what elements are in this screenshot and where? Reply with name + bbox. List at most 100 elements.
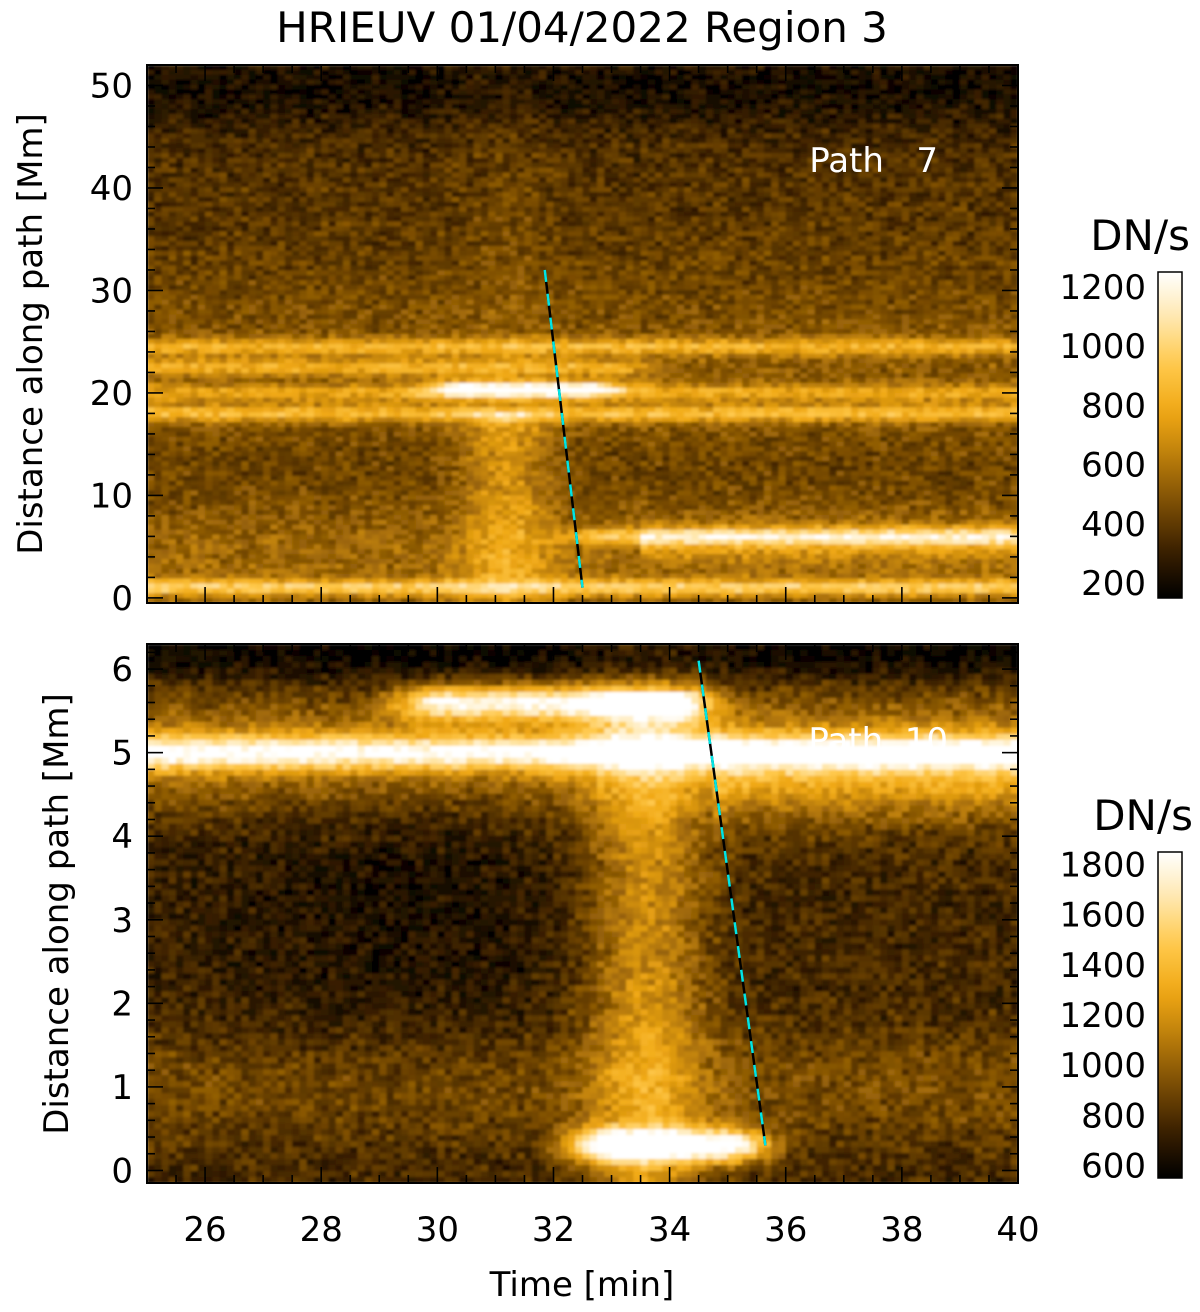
heatmap-cell <box>785 167 794 174</box>
heatmap-cell <box>176 182 184 188</box>
heatmap-cell <box>190 260 199 267</box>
heatmap-cell <box>480 177 489 183</box>
heatmap-cell <box>154 74 163 81</box>
heatmap-cell <box>255 74 264 81</box>
heatmap-cell <box>531 177 540 183</box>
heatmap-cell <box>401 182 409 188</box>
heatmap-cell <box>190 167 199 174</box>
heatmap-cell <box>952 162 961 169</box>
heatmap-cell <box>894 211 903 218</box>
heatmap-cell <box>437 236 446 242</box>
heatmap-cell <box>734 197 743 203</box>
heatmap-cell <box>669 245 678 252</box>
heatmap-cell <box>241 79 250 86</box>
heatmap-cell <box>451 94 460 100</box>
heatmap-cell <box>466 226 475 232</box>
heatmap-cell <box>916 143 925 149</box>
heatmap-cell <box>597 245 605 252</box>
heatmap-cell <box>205 236 213 242</box>
heatmap-cell <box>444 177 453 183</box>
heatmap-cell <box>437 187 446 193</box>
heatmap-cell <box>974 153 983 159</box>
heatmap-cell <box>509 172 518 179</box>
heatmap-cell <box>792 241 801 247</box>
heatmap-cell <box>190 148 199 154</box>
heatmap-cell <box>1003 109 1012 115</box>
heatmap-cell <box>930 236 939 242</box>
heatmap-cell <box>161 260 170 267</box>
heatmap-cell <box>734 65 743 71</box>
heatmap-cell <box>952 109 961 115</box>
heatmap-cell <box>401 148 409 154</box>
heatmap-cell <box>379 74 388 81</box>
heatmap-cell <box>255 216 264 223</box>
heatmap-cell <box>909 79 917 86</box>
heatmap-cell <box>480 250 489 257</box>
heatmap-cell <box>734 123 743 130</box>
heatmap-cell <box>205 99 213 105</box>
heatmap-cell <box>611 74 620 81</box>
heatmap-cell <box>633 138 642 144</box>
heatmap-cell <box>495 265 504 272</box>
heatmap-cell <box>858 113 867 120</box>
heatmap-cell <box>517 89 526 95</box>
heatmap-cell <box>734 221 743 227</box>
heatmap-cell <box>386 216 395 223</box>
heatmap-cell <box>437 265 446 272</box>
heatmap-cell <box>734 167 743 174</box>
heatmap-cell <box>277 148 286 154</box>
heatmap-cell <box>880 148 888 154</box>
heatmap-cell <box>444 265 453 272</box>
heatmap-cell <box>430 260 438 267</box>
heatmap-cell <box>655 231 663 237</box>
heatmap-cell <box>836 177 845 183</box>
heatmap-cell <box>1003 99 1012 105</box>
heatmap-cell <box>909 89 917 95</box>
heatmap-cell <box>749 109 758 115</box>
heatmap-cell <box>611 94 620 100</box>
heatmap-cell <box>959 201 968 208</box>
heatmap-cell <box>916 153 925 159</box>
heatmap-cell <box>531 113 540 120</box>
heatmap-cell <box>756 99 765 105</box>
heatmap-cell <box>676 177 685 183</box>
heatmap-cell <box>589 79 598 86</box>
heatmap-cell <box>662 241 671 247</box>
heatmap-cell <box>880 89 888 95</box>
heatmap-cell <box>284 84 293 91</box>
heatmap-cell <box>611 99 620 105</box>
heatmap-cell <box>836 79 845 86</box>
heatmap-cell <box>466 216 475 223</box>
heatmap-cell <box>190 162 199 169</box>
heatmap-cell <box>372 133 380 139</box>
heatmap-cell <box>270 118 279 125</box>
heatmap-cell <box>618 236 627 242</box>
heatmap-cell <box>611 84 620 91</box>
heatmap-cell <box>763 153 772 159</box>
heatmap-cell <box>858 84 867 91</box>
heatmap-cell <box>219 177 228 183</box>
heatmap-cell <box>785 128 794 135</box>
heatmap-cell <box>408 167 417 174</box>
heatmap-cell <box>480 226 489 232</box>
heatmap-cell <box>553 265 562 272</box>
heatmap-cell <box>430 197 438 203</box>
heatmap-cell <box>974 123 983 130</box>
heatmap-cell <box>713 69 722 76</box>
heatmap-cell <box>851 250 859 257</box>
heatmap-cell <box>183 65 192 71</box>
heatmap-cell <box>705 104 714 110</box>
heatmap-cell <box>655 69 663 76</box>
heatmap-cell <box>655 226 663 232</box>
heatmap-cell <box>292 231 301 237</box>
heatmap-cell <box>546 265 555 272</box>
heatmap-cell <box>589 211 598 218</box>
heatmap-cell <box>705 211 714 218</box>
heatmap-cell <box>531 187 540 193</box>
heatmap-cell <box>408 99 417 105</box>
heatmap-cell <box>742 245 751 252</box>
heatmap-cell <box>734 187 743 193</box>
heatmap-cell <box>916 104 925 110</box>
heatmap-cell <box>713 187 722 193</box>
heatmap-cell <box>372 241 380 247</box>
